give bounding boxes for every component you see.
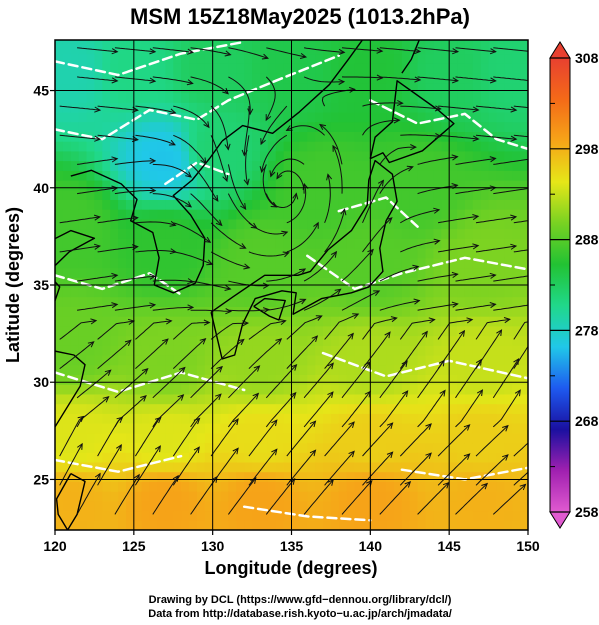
y-axis-ticks: 25 30 35 40 45 [33, 83, 55, 487]
colorbar-tick-label: 258 [575, 504, 599, 520]
colorbar-tick-label: 278 [575, 322, 599, 338]
colorbar: 258 268 278 288 298 308 [549, 41, 599, 529]
x-tick-label: 140 [359, 538, 383, 554]
credit-line-1: Drawing by DCL (https://www.gfd−dennou.o… [149, 594, 452, 606]
temperature-field [55, 40, 528, 530]
wind-streamlines [59, 47, 528, 515]
y-tick-label: 35 [33, 277, 49, 293]
credit-line-2: Data from http://database.rish.kyoto−u.a… [148, 608, 452, 620]
coastlines [55, 40, 455, 530]
y-axis-label: Latitude (degrees) [3, 207, 23, 363]
colorbar-tick-label: 288 [575, 232, 599, 248]
x-tick-label: 135 [280, 538, 304, 554]
x-tick-label: 120 [43, 538, 67, 554]
x-axis-label: Longitude (degrees) [204, 558, 377, 578]
x-axis-ticks: 120 125 130 135 140 145 150 [43, 530, 540, 554]
y-tick-label: 45 [33, 83, 49, 99]
colorbar-tick-label: 298 [575, 141, 599, 157]
chart-title: MSM 15Z18May2025 (1013.2hPa) [130, 4, 470, 29]
x-tick-label: 125 [122, 538, 146, 554]
y-tick-label: 30 [33, 374, 49, 390]
y-tick-label: 40 [33, 180, 49, 196]
colorbar-tick-label: 308 [575, 50, 599, 66]
colorbar-tick-label: 268 [575, 413, 599, 429]
colorbar-bottom-extend [549, 511, 571, 529]
plot-area [55, 40, 528, 530]
x-tick-label: 130 [201, 538, 225, 554]
colorbar-top-extend [549, 41, 571, 59]
x-tick-label: 150 [516, 538, 540, 554]
x-tick-label: 145 [437, 538, 461, 554]
lat-lon-grid [55, 40, 528, 530]
y-tick-label: 25 [33, 471, 49, 487]
